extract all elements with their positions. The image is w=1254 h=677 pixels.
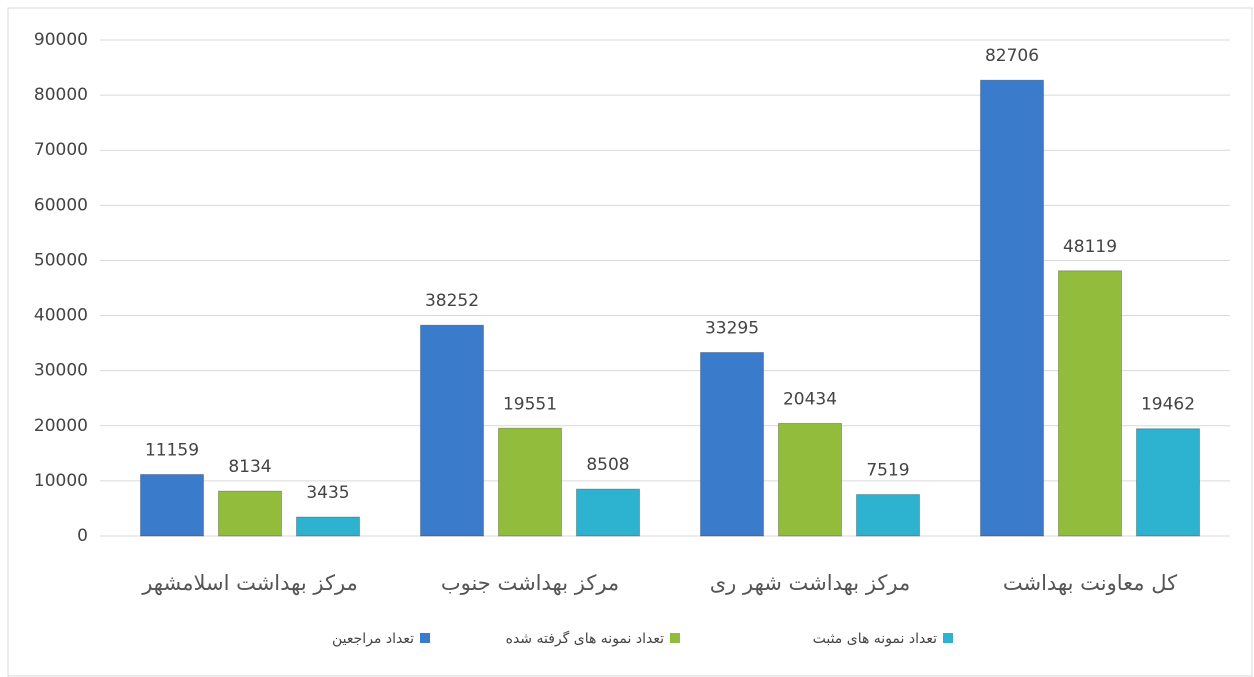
bar [700,352,764,537]
legend-swatch [943,633,953,643]
bar [1136,428,1200,537]
bar [980,79,1044,537]
bar [778,422,842,537]
y-tick-label: 30000 [34,361,88,381]
bar [420,324,484,537]
bar [576,488,640,537]
y-tick-label: 60000 [34,195,88,215]
y-tick-label: 90000 [34,30,88,50]
y-tick-label: 20000 [34,416,88,436]
chart-border [7,7,1253,677]
data-label: 19551 [503,394,557,414]
data-label: 19462 [1141,395,1195,415]
data-label: 82706 [985,46,1039,66]
data-label: 48119 [1063,237,1117,257]
y-tick-label: 50000 [34,250,88,270]
y-tick-label: 10000 [34,471,88,491]
data-label: 11159 [145,441,199,461]
bar [296,516,360,537]
legend-label: تعداد مراجعین [332,631,414,647]
y-tick-label: 80000 [34,85,88,105]
x-tick-label: مرکز بهداشت اسلامشهر [141,571,358,595]
data-label: 38252 [425,291,479,311]
bar [498,427,562,537]
bar [140,474,204,537]
bar [1058,270,1122,537]
data-label: 33295 [705,319,759,339]
data-label: 20434 [783,389,837,409]
x-tick-label: مرکز بهداشت شهر ری [710,571,910,595]
legend-swatch [670,633,680,643]
bar [218,490,282,537]
y-tick-label: 70000 [34,140,88,160]
data-label: 8134 [228,457,271,477]
bar [856,494,920,537]
data-label: 7519 [866,461,909,481]
y-tick-label: 40000 [34,306,88,326]
legend-label: تعداد نمونه های گرفته شده [506,630,664,647]
x-tick-label: مرکز بهداشت جنوب [441,571,619,595]
legend-swatch [420,633,430,643]
data-label: 8508 [586,455,629,475]
x-tick-label: کل معاونت بهداشت [1003,571,1177,595]
data-label: 3435 [306,483,349,503]
legend-label: تعداد نمونه های مثبت [813,631,938,647]
y-tick-label: 0 [77,526,88,546]
